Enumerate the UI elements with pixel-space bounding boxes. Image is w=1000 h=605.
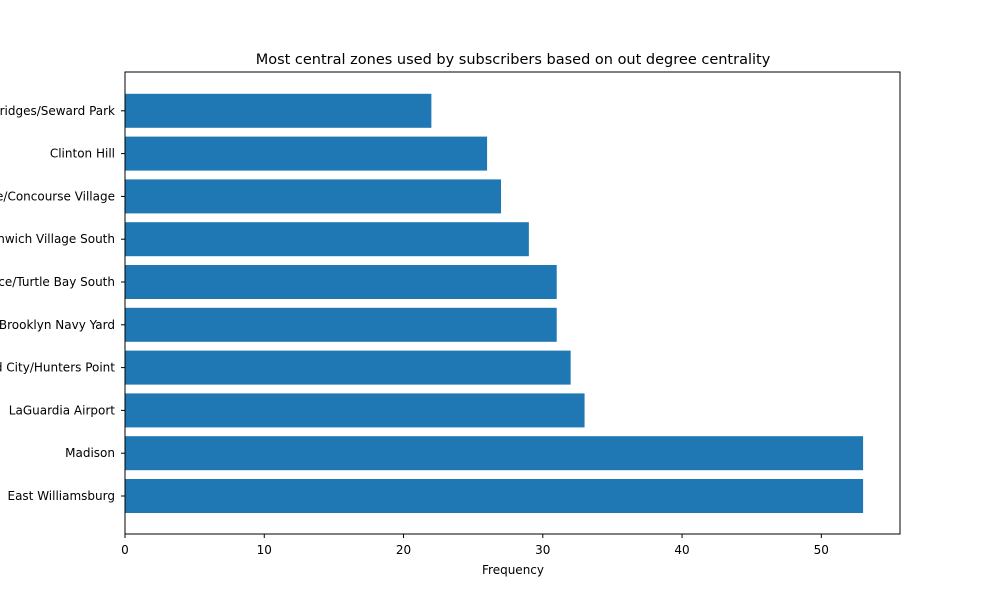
y-tick-label: Sutton Place/Turtle Bay South [0,275,115,289]
y-tick-label: Greenwich Village South [0,232,115,246]
y-tick-label: Clinton Hill [50,147,115,161]
x-tick-label: 40 [674,543,689,557]
bars-group [125,93,864,513]
bar [125,179,502,214]
y-tick-label: Brooklyn Navy Yard [0,318,115,332]
x-tick-label: 30 [535,543,550,557]
x-tick-label: 50 [814,543,829,557]
y-tick-label: Madison [65,446,115,460]
y-tick-label: LaGuardia Airport [9,403,116,417]
bar [125,307,557,342]
x-tick-label: 20 [396,543,411,557]
plot-frame [124,71,901,535]
x-tick-label: 0 [121,543,129,557]
bar [125,222,529,257]
x-axis-ticks: 0 10 20 30 40 50 [121,534,829,557]
x-tick-label: 10 [257,543,272,557]
y-tick-label: Two Bridges/Seward Park [0,104,115,118]
x-axis-label: Frequency [482,563,544,577]
y-tick-label: Long Island City/Hunters Point [0,361,115,375]
bar [125,136,488,171]
y-tick-label: East Concourse/Concourse Village [0,189,115,203]
bar [125,265,557,299]
y-axis-ticks: East Williamsburg Madison LaGuardia Airpor… [0,104,125,503]
bar [125,393,585,428]
bar [125,436,864,471]
y-tick-label: East Williamsburg [7,489,115,503]
bar [125,479,864,513]
bar [125,350,571,385]
bar [125,93,432,128]
chart-title: Most central zones used by subscribers b… [256,52,771,68]
